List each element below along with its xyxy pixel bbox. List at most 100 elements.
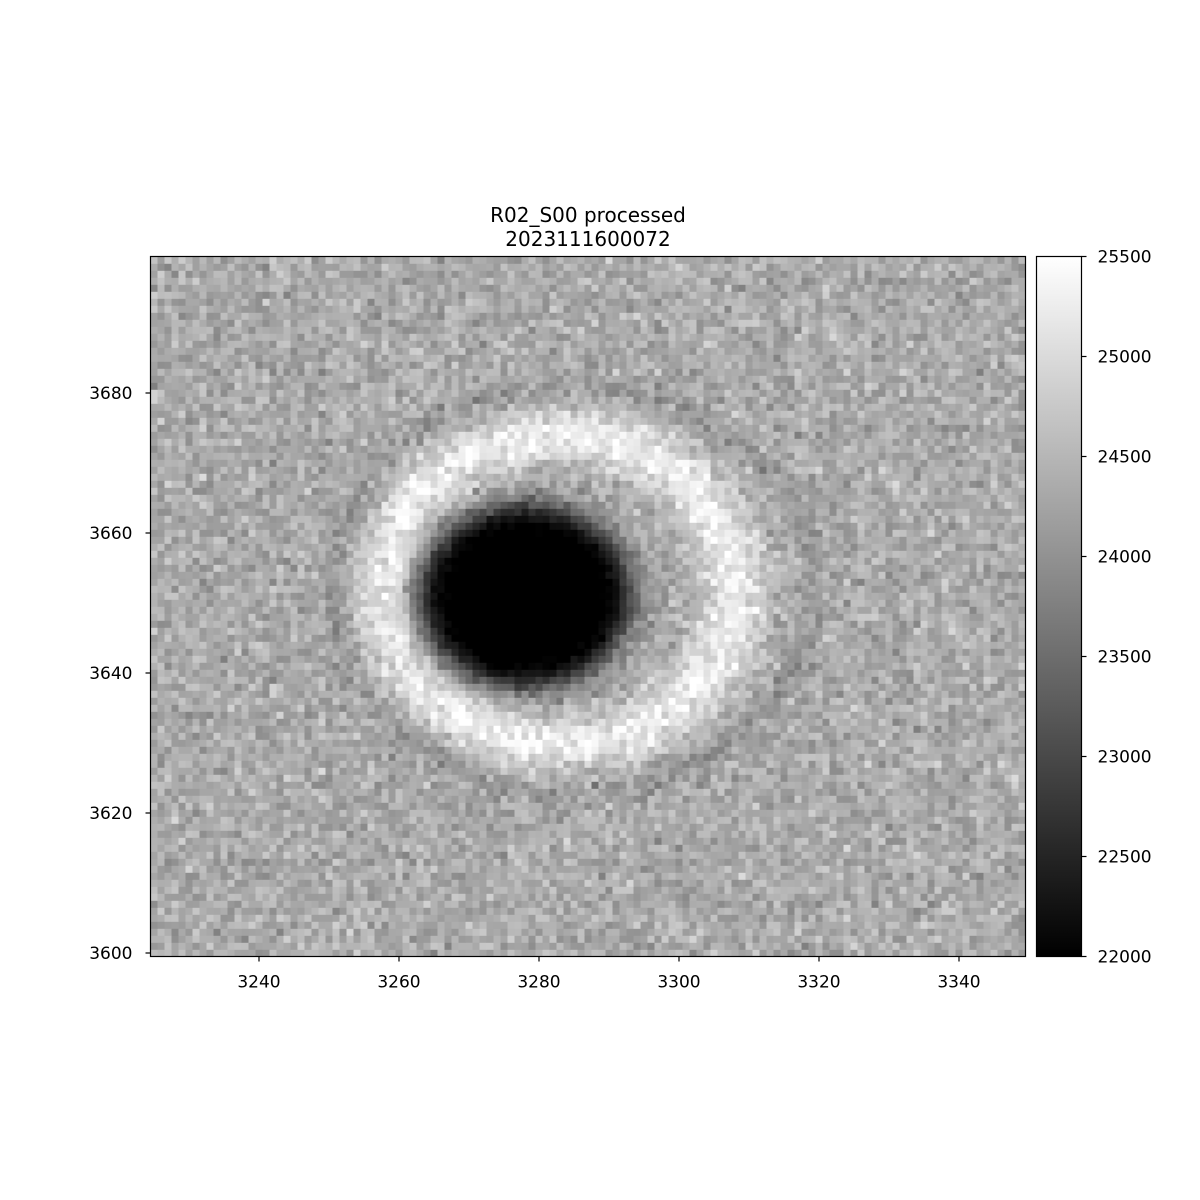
- image-pixel-row: [745, 935, 753, 943]
- image-pixel-row: [451, 865, 459, 873]
- image-pixel-row: [661, 851, 676, 859]
- image-pixel-row: [703, 844, 711, 852]
- image-pixel-row: [927, 739, 935, 747]
- image-pixel-row: [542, 725, 550, 733]
- image-pixel-row: [472, 732, 480, 740]
- image-pixel-row: [717, 851, 725, 859]
- image-pixel-row: [605, 893, 613, 901]
- image-pixel-row: [696, 732, 704, 740]
- image-pixel-row: [843, 830, 851, 838]
- image-pixel-row: [759, 739, 767, 747]
- image-pixel-row: [493, 788, 501, 796]
- image-pixel-row: [269, 739, 277, 747]
- image-pixel-row: [969, 683, 977, 691]
- image-pixel-row: [766, 893, 774, 901]
- image-pixel-row: [346, 935, 354, 943]
- image-pixel-row: [535, 767, 543, 775]
- image-pixel-row: [829, 879, 837, 887]
- image-pixel-row: [199, 893, 207, 901]
- image-pixel-row: [731, 753, 739, 761]
- image-pixel-row: [346, 816, 354, 824]
- image-pixel-row: [612, 851, 620, 859]
- image-pixel-row: [430, 858, 438, 866]
- image-pixel-row: [570, 809, 578, 817]
- image-pixel-row: [682, 718, 690, 726]
- image-pixel-row: [668, 949, 676, 957]
- image-pixel-row: [283, 830, 291, 838]
- image-pixel-row: [318, 858, 326, 866]
- image-pixel-row: [542, 879, 550, 887]
- image-pixel-row: [318, 816, 326, 824]
- image-pixel-row: [927, 851, 935, 859]
- image-pixel-row: [521, 676, 529, 684]
- image-pixel-row: [241, 921, 249, 929]
- image-pixel-row: [773, 774, 781, 782]
- image-pixel-row: [871, 949, 879, 957]
- image-pixel-row: [465, 830, 473, 838]
- image-pixel-row: [164, 935, 172, 943]
- image-pixel-row: [675, 683, 683, 691]
- image-pixel-row: [514, 928, 522, 936]
- image-pixel-row: [605, 816, 613, 824]
- image-pixel-row: [521, 921, 529, 929]
- image-pixel-row: [962, 683, 970, 691]
- image-pixel-row: [815, 781, 823, 789]
- image-pixel-row: [906, 886, 914, 894]
- image-pixel-row: [213, 788, 221, 796]
- image-pixel-row: [479, 802, 487, 810]
- image-pixel-row: [325, 739, 333, 747]
- image-pixel-row: [269, 935, 277, 943]
- image-pixel-row: [696, 781, 704, 789]
- image-pixel-row: [577, 851, 585, 859]
- image-pixel-row: [850, 914, 858, 922]
- image-pixel-row: [703, 795, 711, 803]
- image-pixel-row: [185, 837, 193, 845]
- image-pixel-row: [654, 858, 662, 866]
- image-pixel-row: [731, 704, 739, 712]
- image-pixel-row: [745, 872, 753, 880]
- image-pixel-row: [717, 760, 725, 768]
- image-pixel-row: [416, 746, 424, 754]
- image-pixel-row: [934, 914, 942, 922]
- image-pixel-row: [906, 683, 914, 691]
- image-pixel-row: [234, 711, 242, 719]
- image-pixel-row: [290, 781, 298, 789]
- image-pixel-row: [640, 711, 648, 719]
- image-pixel-row: [150, 942, 158, 950]
- image-pixel-row: [290, 746, 298, 754]
- image-pixel-row: [584, 683, 592, 691]
- image-pixel-row: [542, 774, 550, 782]
- image-pixel-row: [696, 718, 704, 726]
- image-pixel-row: [535, 746, 543, 754]
- image-pixel-row: [150, 732, 158, 740]
- image-pixel-row: [360, 837, 368, 845]
- image-pixel-row: [220, 697, 228, 705]
- image-pixel-row: [759, 683, 767, 691]
- image-pixel-row: [402, 928, 410, 936]
- image-pixel-row: [171, 872, 179, 880]
- image-pixel-row: [150, 823, 158, 831]
- image-pixel-row: [696, 753, 704, 761]
- image-pixel-row: [556, 767, 564, 775]
- image-pixel-row: [801, 739, 809, 747]
- image-pixel-row: [164, 683, 172, 691]
- image-pixel-row: [794, 942, 802, 950]
- image-pixel-row: [339, 676, 347, 684]
- image-pixel-row: [934, 900, 942, 908]
- image-pixel-row: [353, 802, 361, 810]
- image-pixel-row: [661, 669, 669, 677]
- image-pixel-row: [269, 949, 277, 957]
- image-pixel-row: [969, 725, 977, 733]
- image-pixel-row: [1004, 872, 1012, 880]
- image-pixel-row: [213, 767, 221, 775]
- image-pixel-row: [864, 746, 872, 754]
- image-pixel-row: [843, 921, 851, 929]
- image-pixel-row: [738, 669, 746, 677]
- image-pixel-row: [794, 914, 802, 922]
- image-pixel-row: [591, 767, 599, 775]
- image-pixel-row: [752, 781, 760, 789]
- image-pixel-row: [878, 823, 886, 831]
- image-pixel-row: [906, 921, 914, 929]
- image-pixel-row: [255, 739, 263, 747]
- image-pixel-row: [311, 753, 319, 761]
